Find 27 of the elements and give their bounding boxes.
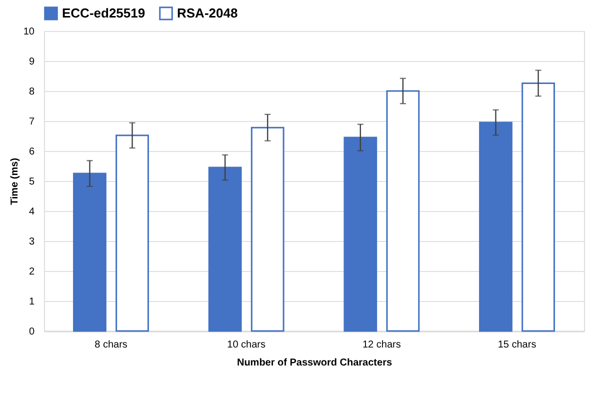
bar <box>386 90 420 332</box>
y-tick-label: 6 <box>28 146 35 158</box>
x-tick-label: 10 chars <box>227 340 266 350</box>
y-tick-label: 4 <box>28 206 35 218</box>
x-axis-title: Number of Password Characters <box>236 358 392 368</box>
y-tick-label: 8 <box>28 86 35 98</box>
bar <box>344 136 378 332</box>
bar <box>73 172 106 332</box>
bar <box>522 82 555 332</box>
bar <box>208 166 242 332</box>
legend-label: ECC-ed25519 <box>62 5 146 20</box>
y-tick-label: 7 <box>28 116 35 128</box>
y-tick-label: 3 <box>28 236 35 248</box>
legend-label: RSA-2048 <box>177 5 238 20</box>
y-tick-label: 1 <box>28 296 35 308</box>
y-tick-label: 5 <box>28 176 35 188</box>
y-tick-label: 2 <box>28 266 35 278</box>
bar <box>479 122 512 332</box>
bar <box>250 126 284 332</box>
y-tick-label: 9 <box>28 56 35 68</box>
y-tick-label: 10 <box>23 26 35 38</box>
bar <box>116 134 149 332</box>
y-tick-label: 0 <box>28 326 35 338</box>
y-axis-title: Time (ms) <box>9 158 20 206</box>
x-tick-label: 8 chars <box>94 340 128 350</box>
x-tick-label: 12 chars <box>362 340 401 350</box>
x-tick-label: 15 chars <box>498 340 536 350</box>
